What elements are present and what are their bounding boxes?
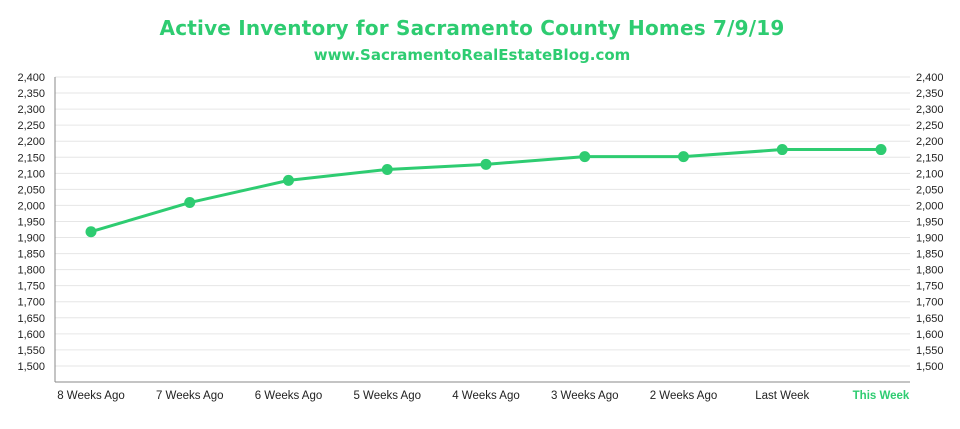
y-tick-label-left: 2,350 <box>17 88 45 100</box>
y-axis-left-ticks: 1,500 1,550 1,600 1,650 1,700 1,750 1,800 1,850… <box>17 72 45 373</box>
y-tick-label-right: 2,050 <box>916 184 944 196</box>
y-axis-right-ticks: 1,500 1,550 1,600 1,650 1,700 1,750 1,800 1,850… <box>916 72 944 373</box>
data-point <box>480 158 492 170</box>
y-tick-label-right: 1,800 <box>916 265 944 277</box>
y-tick-label-left: 2,050 <box>17 184 45 196</box>
y-tick-label-left: 1,700 <box>17 297 45 309</box>
y-tick-label-right: 1,950 <box>916 216 944 228</box>
y-tick-label-left: 1,550 <box>17 345 45 357</box>
y-tick-label-left: 1,900 <box>17 233 45 245</box>
y-tick-label-right: 1,850 <box>916 249 944 261</box>
y-tick-label-left: 1,950 <box>17 216 45 228</box>
y-tick-label-right: 1,900 <box>916 233 944 245</box>
y-tick-label-left: 2,200 <box>17 136 45 148</box>
y-tick-label-left: 2,100 <box>17 168 45 180</box>
y-tick-label-right: 1,650 <box>916 313 944 325</box>
y-tick-label-right: 2,200 <box>916 136 944 148</box>
data-point <box>875 144 887 156</box>
y-tick-label-left: 2,300 <box>17 104 45 116</box>
y-tick-label-right: 1,600 <box>916 329 944 341</box>
data-point <box>381 163 393 175</box>
x-axis-ticks: 8 Weeks Ago 7 Weeks Ago 6 Weeks Ago 5 Weeks… <box>57 390 910 402</box>
data-point <box>678 151 689 163</box>
y-tick-label-left: 2,000 <box>17 200 45 212</box>
y-tick-label-left: 2,150 <box>17 152 45 164</box>
x-tick-label: 5 Weeks Ago <box>353 390 421 402</box>
x-tick-label: 2 Weeks Ago <box>650 390 718 402</box>
y-tick-label-right: 2,150 <box>916 152 944 164</box>
y-tick-label-left: 2,250 <box>17 120 45 132</box>
y-tick-label-left: 1,600 <box>17 329 45 341</box>
grid-lines <box>55 76 910 367</box>
data-point <box>85 226 97 238</box>
y-tick-label-left: 1,800 <box>17 265 45 277</box>
x-tick-label: 3 Weeks Ago <box>551 390 619 402</box>
y-tick-label-right: 1,550 <box>916 345 944 357</box>
y-tick-label-left: 1,500 <box>17 361 45 373</box>
y-tick-label-right: 2,300 <box>916 104 944 116</box>
x-tick-label: This Week <box>853 390 910 402</box>
y-tick-label-right: 2,000 <box>916 200 944 212</box>
data-point <box>776 144 788 156</box>
data-point <box>283 174 294 186</box>
x-tick-label: 4 Weeks Ago <box>452 390 520 402</box>
y-tick-label-left: 1,750 <box>17 281 45 293</box>
y-tick-label-left: 2,400 <box>17 72 45 84</box>
chart-subtitle: www.SacramentoRealEstateBlog.com <box>313 46 631 64</box>
chart-title: Active Inventory for Sacramento County H… <box>159 16 785 40</box>
series-inventory <box>85 144 887 238</box>
data-point <box>579 151 591 163</box>
x-tick-label: 7 Weeks Ago <box>156 390 224 402</box>
data-point <box>184 197 196 209</box>
y-tick-label-right: 2,250 <box>916 120 944 132</box>
x-tick-label: 8 Weeks Ago <box>57 390 125 402</box>
y-tick-label-left: 1,650 <box>17 313 45 325</box>
y-tick-label-right: 2,400 <box>916 72 944 84</box>
y-tick-label-right: 1,750 <box>916 281 944 293</box>
axes <box>54 77 910 383</box>
y-tick-label-right: 1,500 <box>916 361 944 373</box>
y-tick-label-left: 1,850 <box>17 249 45 261</box>
x-tick-label: Last Week <box>755 390 809 402</box>
y-tick-label-right: 2,100 <box>916 168 944 180</box>
y-tick-label-right: 1,700 <box>916 297 944 309</box>
y-tick-label-right: 2,350 <box>916 88 944 100</box>
x-tick-label: 6 Weeks Ago <box>255 390 323 402</box>
